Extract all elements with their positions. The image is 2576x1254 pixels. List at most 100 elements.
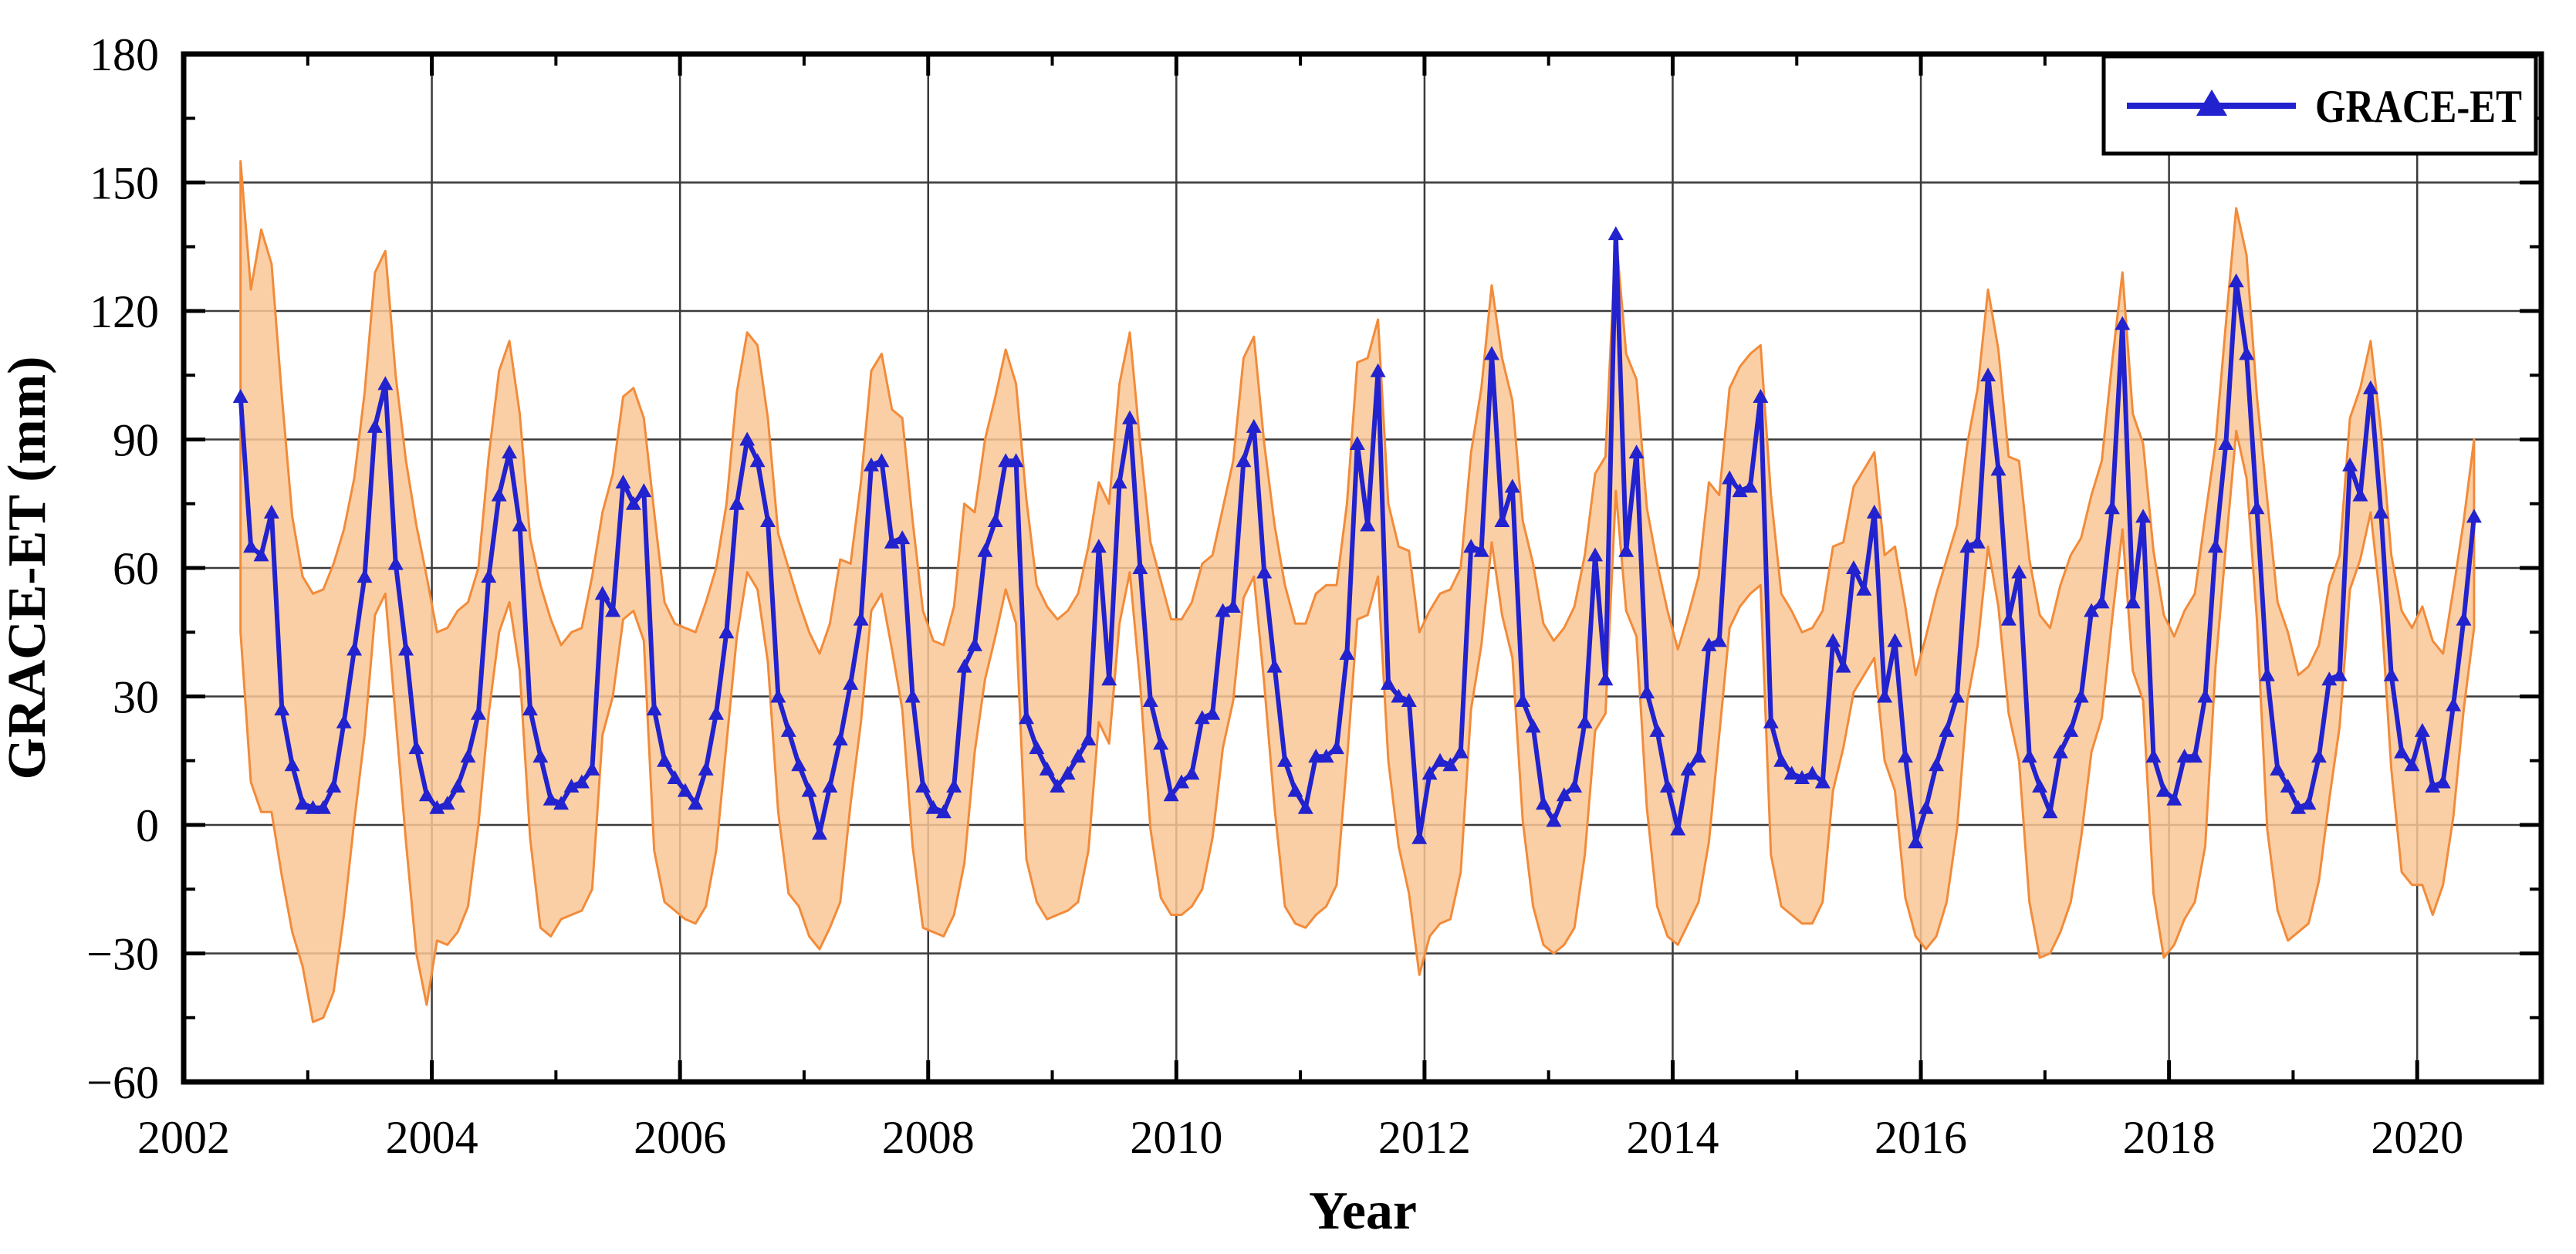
x-axis-title: Year [1309,1181,1417,1241]
data-point-triangle-up-icon [1649,722,1665,737]
data-point-triangle-up-icon [563,779,580,793]
data-point-triangle-up-icon [1163,787,1179,802]
data-point-triangle-up-icon [1866,504,1882,519]
data-point-triangle-up-icon [864,457,879,472]
data-point-triangle-up-icon [429,799,445,814]
data-point-triangle-up-icon [2166,791,2182,806]
data-point-triangle-up-icon [1019,710,1034,725]
x-tick-label: 2018 [2123,1112,2216,1163]
data-point-triangle-up-icon [305,799,321,814]
data-point-triangle-up-icon [1184,766,1200,780]
data-point-triangle-up-icon [2394,744,2410,759]
data-point-triangle-up-icon [1080,732,1097,745]
legend-label: GRACE-ET [2315,81,2522,132]
data-point-triangle-up-icon [2073,688,2089,703]
data-point-triangle-up-icon [1639,684,1655,698]
y-tick-label: −60 [86,1057,159,1108]
data-point-triangle-up-icon [2032,779,2048,793]
data-point-triangle-up-icon [1090,539,1107,553]
data-point-triangle-up-icon [2115,316,2131,330]
data-point-triangle-up-icon [1546,813,1562,827]
data-point-triangle-up-icon [1142,693,1158,707]
data-point-triangle-up-icon [1877,688,1893,703]
data-point-triangle-up-icon [1050,779,1066,793]
data-point-triangle-up-icon [718,624,735,639]
x-tick-label: 2004 [386,1112,478,1163]
data-point-triangle-up-icon [1804,766,1820,780]
data-point-triangle-up-icon [553,796,570,810]
data-point-triangle-up-icon [801,782,817,797]
data-point-triangle-up-icon [2425,779,2441,793]
data-point-triangle-up-icon [347,641,363,656]
data-point-triangle-up-icon [1360,517,1376,532]
data-point-triangle-up-icon [326,779,342,793]
data-point-triangle-up-icon [2362,380,2378,394]
data-point-triangle-up-icon [667,770,683,784]
data-point-triangle-up-icon [2197,688,2213,703]
legend-box: GRACE-ET [2101,54,2538,156]
data-point-triangle-up-icon [1567,779,1583,793]
data-point-triangle-up-icon [1370,363,1386,377]
data-point-triangle-up-icon [2352,487,2368,502]
data-point-triangle-up-icon [2063,722,2079,737]
data-point-triangle-up-icon [522,701,538,716]
data-point-triangle-up-icon [232,389,248,403]
data-point-triangle-up-icon [418,787,434,802]
data-point-triangle-up-icon [1773,752,1790,767]
data-point-triangle-up-icon [729,495,745,510]
data-point-triangle-up-icon [688,796,704,810]
uncertainty-band-group [239,160,2476,1023]
data-point-triangle-up-icon [263,504,279,519]
data-point-triangle-up-icon [1597,671,1614,686]
data-point-triangle-up-icon [977,542,993,557]
data-point-triangle-up-icon [532,749,549,763]
data-point-triangle-up-icon [1846,560,1861,574]
uncertainty-band [239,160,2476,1023]
data-point-triangle-up-icon [967,637,982,651]
data-point-triangle-up-icon [357,569,373,583]
data-point-triangle-up-icon [987,513,1003,527]
data-point-triangle-up-icon [2342,457,2358,472]
data-point-triangle-up-icon [1753,389,1769,403]
data-point-triangle-up-icon [1618,542,1635,557]
data-point-triangle-up-icon [1587,547,1603,562]
data-point-triangle-up-icon [1215,603,1231,617]
data-point-triangle-up-icon [636,483,652,498]
data-point-triangle-up-icon [677,782,693,797]
data-point-triangle-up-icon [605,603,621,617]
data-point-triangle-up-icon [2270,761,2286,776]
data-point-triangle-up-icon [460,749,476,763]
data-point-triangle-up-icon [1029,740,1045,755]
data-point-triangle-up-icon [1825,633,1841,647]
data-point-triangle-up-icon [1794,770,1810,784]
data-point-triangle-up-icon [1949,688,1965,703]
data-point-triangle-up-icon [502,444,518,459]
data-point-triangle-up-icon [1908,834,1924,849]
data-point-triangle-up-icon [1628,444,1645,459]
data-point-triangle-up-icon [377,376,394,390]
x-tick-label: 2006 [634,1112,726,1163]
data-point-triangle-up-icon [1835,658,1851,673]
data-point-triangle-up-icon [584,761,600,776]
data-point-triangle-up-icon [1515,693,1531,707]
data-point-triangle-up-icon [760,513,776,527]
data-point-triangle-up-icon [2300,796,2317,810]
data-point-triangle-up-icon [439,796,455,810]
data-point-triangle-up-icon [1504,478,1520,493]
data-point-triangle-up-icon [853,611,869,626]
data-point-triangle-up-icon [1422,766,1438,780]
data-point-triangle-up-icon [780,722,796,737]
data-point-triangle-up-icon [1070,749,1086,763]
data-point-triangle-up-icon [2446,697,2462,712]
data-point-triangle-up-icon [2311,749,2327,763]
data-point-triangle-up-icon [1722,470,1738,485]
data-point-triangle-up-icon [2021,749,2037,763]
data-point-triangle-up-icon [408,740,424,755]
data-point-triangle-up-icon [2094,594,2110,609]
data-point-triangle-up-icon [1484,346,1499,360]
data-point-triangle-up-icon [1246,418,1262,433]
data-point-triangle-up-icon [904,688,921,703]
